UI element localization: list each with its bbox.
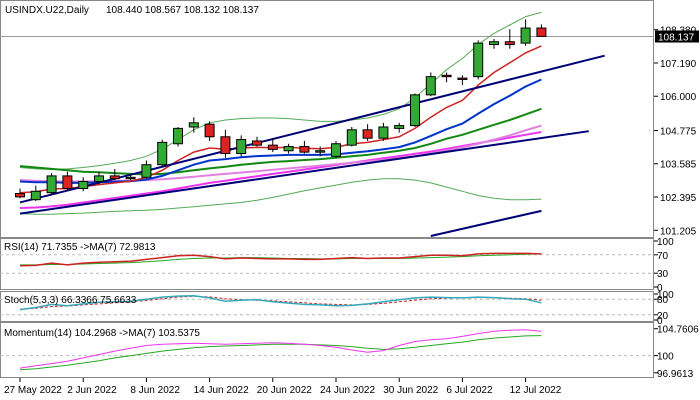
date-tick-label: 24 Jun 2022: [320, 385, 375, 396]
stoch-panel-frame: [0, 291, 654, 322]
price-tick-label: 102.395: [660, 193, 697, 204]
candle-down: [362, 129, 373, 139]
candle-up: [236, 139, 247, 155]
rsi-axis: 100 70 30 0: [654, 237, 674, 294]
candle-down: [504, 41, 515, 46]
sma-green-line: [19, 107, 542, 176]
rsi-panel: 100 70 30 0 RSI(14) 71.7355 ->MA(7) 72.9813: [0, 237, 674, 294]
candle-up: [30, 190, 41, 201]
last-price-box: [655, 30, 699, 43]
rsi-line: [19, 252, 542, 267]
axis-tick-label: 70: [657, 251, 669, 262]
candle-up: [78, 180, 89, 189]
momentum-line: [19, 329, 542, 369]
bollinger-upper: [19, 11, 542, 171]
chart-header-ohlc: 108.440 108.567 108.132 108.137: [106, 5, 259, 16]
candle-up: [283, 146, 294, 152]
candle-down: [109, 175, 120, 180]
price-tick-label: 101.205: [660, 226, 697, 237]
candle-down: [299, 146, 310, 153]
date-axis: 27 May 2022 2 Jun 2022 8 Jun 2022 14 Jun 20…: [4, 378, 562, 396]
candle-up: [173, 127, 183, 145]
candles: [15, 19, 547, 202]
momentum-axis: 104.7606 100 96.9613: [654, 325, 699, 380]
axis-tick-label: 0: [657, 316, 663, 327]
axis-tick-label: 100: [657, 237, 674, 248]
trendline-lower: [19, 130, 589, 215]
momentum-label: Momentum(14) 104.2968 ->MA(7) 103.5375: [4, 328, 200, 339]
candle-down: [267, 144, 278, 150]
candle-down: [220, 136, 231, 155]
candle-down: [15, 193, 25, 198]
bollinger-lower: [19, 178, 542, 215]
rsi-lines: [0, 252, 654, 274]
rsi-label: RSI(14) 71.7355 ->MA(7) 72.9813: [4, 242, 156, 253]
rsi-panel-frame: [0, 238, 654, 290]
date-tick-label: 20 Jun 2022: [257, 385, 312, 396]
candle-up: [46, 175, 57, 194]
candle-up: [188, 122, 199, 128]
axis-tick-label: 96.9613: [657, 369, 694, 380]
candle-down: [536, 27, 547, 37]
candle-up: [125, 176, 136, 180]
candle-down: [441, 74, 452, 78]
price-axis: 108.380107.190106.000104.775103.585102.3…: [654, 26, 699, 237]
candle-up: [473, 42, 484, 78]
last-price-label: 108.137: [658, 33, 695, 44]
sma-magenta-line: [19, 131, 542, 209]
date-tick-label: 2 Jun 2022: [67, 385, 117, 396]
candle-up: [425, 76, 436, 96]
candle-down: [62, 175, 73, 189]
momentum-panel: 104.7606 100 96.9613 Momentum(14) 104.2968…: [0, 322, 699, 380]
candle-up: [331, 143, 341, 157]
trendline-bottom: [430, 209, 542, 237]
price-tick-label: 103.585: [660, 160, 697, 171]
candle-up: [315, 150, 326, 153]
axis-tick-label: 20: [657, 311, 669, 322]
price-panel: 108.380107.190106.000104.775103.585102.3…: [0, 0, 699, 238]
candle-down: [252, 140, 262, 146]
candle-up: [394, 125, 405, 129]
ema-red-line: [19, 45, 542, 194]
candle-up: [94, 175, 104, 182]
candle-up: [346, 129, 357, 146]
ema-blue-line: [19, 78, 542, 184]
stoch-k-line: [19, 295, 542, 311]
date-tick-label: 6 Jul 2022: [446, 385, 493, 396]
axis-tick-label: 80: [657, 295, 669, 306]
candle-up: [489, 41, 499, 46]
candle-up: [410, 94, 420, 127]
chart-header-symbol: USINDX.U22,Daily: [5, 5, 89, 16]
candle-down: [457, 77, 468, 80]
price-tick-label: 106.000: [660, 92, 697, 103]
price-tick-label: 107.190: [660, 59, 697, 70]
date-tick-label: 8 Jun 2022: [130, 385, 180, 396]
candle-down: [204, 123, 215, 138]
candle-up: [378, 126, 389, 139]
axis-tick-label: 100: [657, 290, 674, 301]
axis-tick-label: 30: [657, 269, 669, 280]
date-tick-label: 14 Jun 2022: [194, 385, 249, 396]
stoch-label: Stoch(5,3,3) 66.3366 75.6633: [4, 295, 137, 306]
candle-up: [157, 141, 168, 166]
momentum-ma-line: [19, 335, 542, 371]
axis-tick-label: 0: [657, 283, 663, 294]
momentum-lines: [0, 329, 654, 371]
date-tick-label: 12 Jul 2022: [510, 385, 562, 396]
date-tick-label: 30 Jun 2022: [383, 385, 438, 396]
axis-tick-label: 100: [657, 352, 674, 363]
date-tick-label: 27 May 2022: [4, 385, 62, 396]
candle-up: [520, 27, 531, 44]
price-tick-label: 104.775: [660, 126, 697, 137]
candle-up: [141, 164, 152, 178]
momentum-panel-frame: [0, 322, 654, 378]
stoch-lines: [0, 295, 654, 316]
axis-tick-label: 104.7606: [657, 325, 699, 336]
